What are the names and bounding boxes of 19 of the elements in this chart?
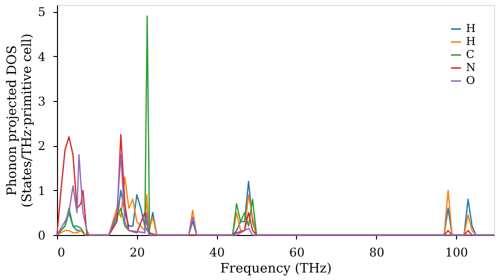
x-tick-label: 100 <box>445 246 468 260</box>
legend-label: C <box>466 48 474 61</box>
x-tick-label: 60 <box>289 246 305 260</box>
x-tick-label: 40 <box>209 246 225 260</box>
legend-label: H <box>466 35 476 48</box>
legend-label: N <box>466 61 476 74</box>
legend-label: H <box>466 22 476 35</box>
y-tick-label: 3 <box>38 94 46 109</box>
y-tick-label: 0 <box>38 228 46 242</box>
y-tick-label: 2 <box>38 139 46 154</box>
y-tick-label: 4 <box>38 50 46 64</box>
y-tick-label: 1 <box>38 184 46 198</box>
x-axis-title: Frequency (THz) <box>220 262 332 276</box>
legend-label: O <box>466 74 476 87</box>
y-tick-label: 5 <box>38 5 46 20</box>
x-tick-label: 80 <box>369 246 384 260</box>
x-tick-label: 0 <box>58 246 66 260</box>
y-axis-title: Phonon projected DOS (States/THz·primitive cell) <box>4 33 35 208</box>
x-tick-label: 20 <box>130 246 145 260</box>
